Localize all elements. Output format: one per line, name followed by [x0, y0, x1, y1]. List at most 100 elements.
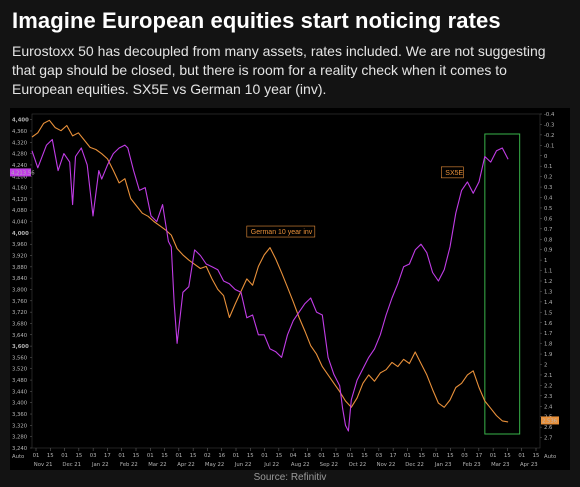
x-month-label: Jun 22: [234, 462, 252, 468]
left-tick-label: 4,160: [12, 186, 28, 192]
left-tick-label: 4,000: [12, 231, 29, 237]
page-subtitle: Eurostoxx 50 has decoupled from many ass…: [12, 43, 546, 97]
x-day-label: 04: [290, 453, 297, 459]
left-tick-label: 3,800: [12, 287, 28, 293]
left-tick-label: 3,600: [12, 344, 29, 350]
x-day-label: 16: [218, 453, 225, 459]
right-tick-label: 1.5: [544, 310, 552, 316]
x-day-label: 15: [161, 453, 168, 459]
right-tick-label: -0.1: [544, 143, 554, 149]
right-tick-label: 0.2: [544, 175, 552, 181]
bund-annotation: German 10 year inv: [251, 229, 313, 236]
x-month-label: May 22: [205, 462, 224, 468]
left-tick-label: 3,640: [12, 333, 28, 339]
right-axis: -0.4 -0.3 -0.2 -0.1 0 0.1 0.2 0.3 0.4 0.5 0.6 0.7 0.…: [540, 112, 556, 460]
right-tick-label: 2.3: [544, 394, 552, 400]
bund-series-line: [31, 119, 509, 423]
x-day-label: 01: [261, 453, 268, 459]
right-tick-label: 1.4: [544, 300, 553, 306]
x-day-label: 01: [175, 453, 182, 459]
chart-background: [10, 108, 570, 470]
right-tick-label: 1: [544, 258, 547, 264]
x-day-label: 15: [247, 453, 254, 459]
x-day-label: 01: [233, 453, 240, 459]
bund-current-badge: [541, 416, 559, 425]
sx5e-annotation-box: [441, 166, 464, 179]
left-tick-label: 3,840: [12, 276, 28, 282]
x-month-label: Dec 21: [62, 462, 81, 468]
sx5e-current-value: 4,213.56: [11, 170, 35, 176]
x-month-label: Oct 22: [349, 462, 367, 468]
x-day-label: 01: [318, 453, 325, 459]
left-tick-label: 3,880: [12, 265, 28, 271]
right-tick-label: 0.9: [544, 248, 552, 254]
highlight-box: [484, 133, 521, 435]
right-tick-label: 0.8: [544, 237, 553, 243]
left-tick-label: 3,280: [12, 435, 28, 441]
x-day-label: 01: [404, 453, 411, 459]
x-day-label: 03: [461, 453, 468, 459]
bund-annotation-box: [246, 225, 316, 238]
left-tick-label: 3,480: [12, 378, 28, 384]
x-day-label: 03: [375, 453, 382, 459]
right-tick-label: -0.3: [544, 122, 554, 128]
left-tick-label: 4,240: [12, 163, 28, 169]
right-tick-label: 0.3: [544, 185, 552, 191]
left-tick-label: 3,960: [12, 242, 28, 248]
right-tick-label: 1.2: [544, 279, 552, 285]
sx5e-annotation: SX5E: [445, 170, 463, 177]
x-day-label: 17: [390, 453, 397, 459]
right-tick-label: 2.4: [544, 404, 553, 410]
x-month-label: Jan 22: [91, 462, 109, 468]
x-day-label: 15: [190, 453, 197, 459]
x-day-label: 15: [418, 453, 425, 459]
x-day-label: 15: [275, 453, 282, 459]
left-tick-label: 3,720: [12, 310, 28, 316]
series-layer: [31, 119, 509, 432]
left-tick-label: 3,320: [12, 423, 28, 429]
left-tick-label: 4,120: [12, 197, 28, 203]
right-tick-label: 0.7: [544, 227, 552, 233]
sx5e-series-line: [31, 138, 509, 432]
right-tick-label: 0: [544, 154, 548, 160]
x-day-label: 01: [33, 453, 40, 459]
x-day-label: 15: [533, 453, 540, 459]
x-day-label: 01: [433, 453, 440, 459]
x-month-label: Sep 22: [320, 462, 338, 468]
sx5e-vs-bund-chart: 4,400 4,360 4,320 4,280 4,240 4,200 4,160 4,120…: [10, 108, 570, 470]
left-tick-label: 3,440: [12, 389, 28, 395]
right-tick-label: 1.3: [544, 289, 552, 295]
right-tick-label: 2.7: [544, 436, 552, 442]
left-tick-label: 3,680: [12, 321, 28, 327]
right-tick-label: -0.2: [544, 133, 554, 139]
x-day-label: 15: [47, 453, 54, 459]
x-day-label: 02: [204, 453, 211, 459]
x-month-label: Apr 22: [177, 462, 195, 468]
x-month-label: Feb 23: [463, 462, 481, 468]
left-tick-label: 4,280: [12, 152, 28, 158]
right-tick-label: 1.7: [544, 331, 552, 337]
x-day-label: 15: [504, 453, 511, 459]
x-day-label: 01: [490, 453, 497, 459]
page-title: Imagine European equities start noticing…: [12, 8, 501, 33]
annotations: SX5E German 10 year inv: [246, 166, 464, 238]
x-month-label: Jul 22: [263, 462, 279, 468]
right-tick-label: 2.1: [544, 373, 552, 379]
left-scale-label: Auto: [12, 454, 24, 460]
x-day-label: 18: [304, 453, 311, 459]
x-day-label: 01: [118, 453, 125, 459]
x-day-label: 03: [90, 453, 97, 459]
x-day-label: 01: [347, 453, 354, 459]
x-month-label: Nov 22: [377, 462, 396, 468]
left-tick-label: 3,760: [12, 299, 28, 305]
x-month-label: Mar 22: [148, 462, 166, 468]
right-tick-label: 1.9: [544, 352, 552, 358]
left-tick-label: 4,080: [12, 208, 28, 214]
x-day-label: 15: [75, 453, 82, 459]
right-tick-label: 2: [544, 363, 547, 369]
left-tick-label: 4,400: [12, 118, 29, 124]
x-day-label: 01: [61, 453, 68, 459]
right-tick-label: 1.6: [544, 321, 553, 327]
left-tick-label: 4,040: [12, 220, 28, 226]
